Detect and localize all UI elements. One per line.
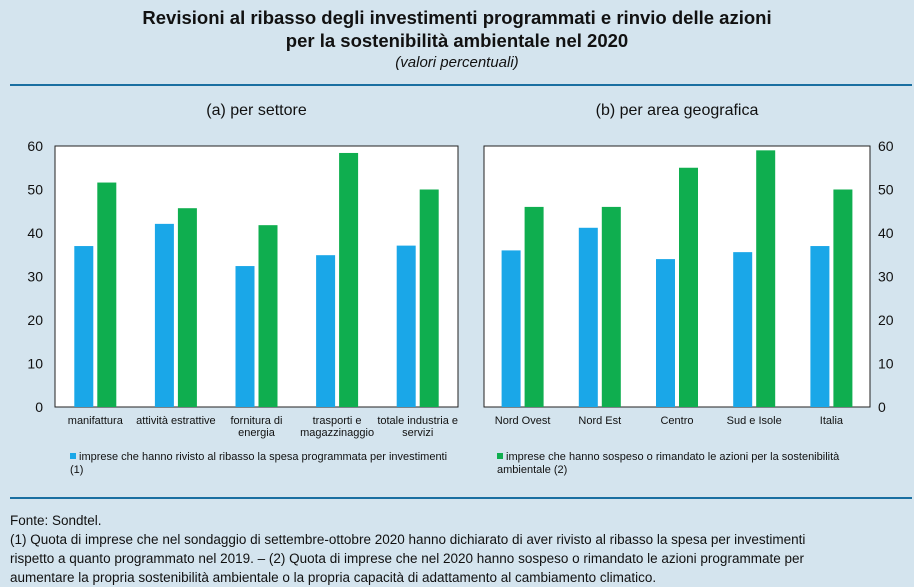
panel-a-ytick-50: 50 [27, 182, 43, 198]
panel-a-category-label-2-line-0: fornitura di [231, 415, 283, 427]
panel-b-bar-series1-3 [733, 252, 753, 407]
panel-b-bar-series2-4 [833, 189, 853, 407]
legend-swatch-blue [70, 453, 76, 459]
panel-a-category-label-4-line-1: servizi [402, 427, 433, 439]
panel-b-bar-series2-2 [679, 167, 698, 407]
panel-b-bar-series1-2 [656, 259, 675, 407]
charts-svg: manifattura attività estrattive fornitura … [27, 138, 894, 439]
panel-b-category-label-3: Sud e Isole [727, 415, 782, 427]
panel-b-ytick-20: 20 [878, 312, 894, 328]
panel-a-bar-series1-0 [74, 246, 94, 407]
panel-a-category-label-0: manifattura [68, 415, 124, 427]
panel-a-bar-series2-3 [339, 152, 359, 407]
panel-a-bar-series1-1 [154, 223, 174, 407]
panel-b-ytick-30: 30 [878, 269, 894, 285]
legend-item-series-1: imprese che hanno rivisto al ribasso la … [70, 451, 470, 477]
legend-label-series-1-line-2: (1) [70, 464, 84, 476]
note-line-1: (1) Quota di imprese che nel sondaggio d… [10, 532, 806, 547]
panel-b-title: (b) per area geografica [595, 102, 759, 119]
panel-b-bar-series1-0 [501, 250, 521, 407]
panel-b-bar-series2-1 [601, 206, 621, 407]
panel-a-bar-series2-1 [177, 208, 197, 407]
legend-label-series-1-line-1: imprese che hanno rivisto al ribasso la … [79, 451, 448, 463]
panel-b-bar-series2-0 [524, 206, 544, 407]
panel-a-plot-area [54, 145, 459, 408]
panel-b-ytick-60: 60 [878, 138, 894, 154]
panel-a-ytick-20: 20 [27, 312, 43, 328]
panel-a-ytick-40: 40 [27, 225, 43, 241]
panel-b-category-label-1: Nord Est [578, 415, 621, 427]
panel-a-title: (a) per settore [206, 102, 307, 119]
panel-a-bar-series1-4 [396, 245, 416, 407]
panel-b-bar-series2-3 [756, 150, 776, 407]
panel-a-category-label-2-line-1: energia [238, 427, 276, 439]
panel-b-ytick-50: 50 [878, 182, 894, 198]
figure-title: Revisioni al ribasso degli investimenti … [0, 6, 914, 52]
footnotes: Fonte: Sondtel. (1) Quota di imprese che… [10, 511, 910, 587]
panel-b-category-label-2: Centro [660, 415, 693, 427]
panel-a-bar-series2-4 [419, 189, 439, 407]
legend-item-series-2: imprese che hanno sospeso o rimandato le… [497, 451, 877, 477]
figure-title-line-2: per la sostenibilità ambientale nel 2020 [285, 30, 629, 51]
panel-a-ytick-30: 30 [27, 269, 43, 285]
legend-swatch-green [497, 453, 503, 459]
legend-label-series-2-line-1: imprese che hanno sospeso o rimandato le… [506, 451, 840, 463]
panel-a-bar-series2-2 [258, 225, 278, 407]
panel-b-ytick-0: 0 [878, 399, 886, 415]
panel-a-category-label-3-line-1: magazzinaggio [300, 427, 374, 439]
panel-b-ytick-40: 40 [878, 225, 894, 241]
legend-label-series-2-line-2: ambientale (2) [497, 464, 568, 476]
top-rule [10, 84, 912, 86]
panel-a-ytick-10: 10 [27, 356, 43, 372]
panel-a-category-label-1: attività estrattive [136, 415, 215, 427]
figure-subtitle: (valori percentuali) [395, 54, 519, 71]
panel-b-ytick-10: 10 [878, 356, 894, 372]
panel-b-bar-series1-1 [578, 227, 598, 407]
panel-a-bar-series1-2 [235, 266, 255, 407]
bottom-rule [10, 497, 912, 499]
panel-b-category-label-4: Italia [820, 415, 844, 427]
source-text: Fonte: Sondtel. [10, 513, 102, 528]
panel-a-bar-series1-3 [316, 255, 336, 407]
figure-title-line-1: Revisioni al ribasso degli investimenti … [142, 7, 772, 28]
panel-a-bar-series2-0 [97, 182, 117, 407]
panel-a-category-label-3-line-0: trasporti e [313, 415, 362, 427]
panel-a-category-label-4-line-0: totale industria e [377, 415, 458, 427]
panel-a-ytick-60: 60 [27, 138, 43, 154]
panel-b-plot-area [483, 145, 871, 408]
note-line-3: aumentare la propria sostenibilità ambie… [10, 570, 657, 585]
panel-b-category-label-0: Nord Ovest [495, 415, 551, 427]
panel-a-ytick-0: 0 [35, 399, 43, 415]
note-line-2: rispetto a quanto programmato nel 2019. … [10, 551, 804, 566]
panel-b-bar-series1-4 [810, 246, 830, 407]
